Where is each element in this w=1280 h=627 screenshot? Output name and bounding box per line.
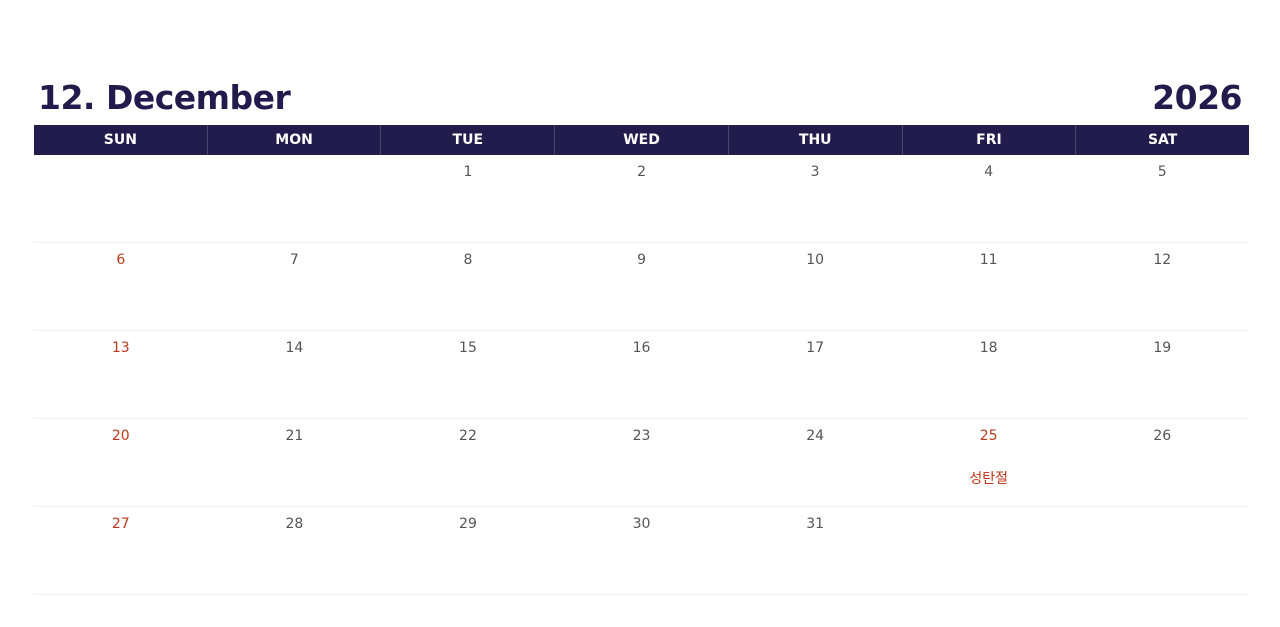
- day-number: 23: [632, 428, 651, 444]
- day-number: 15: [459, 340, 477, 356]
- day-number: 25: [979, 428, 998, 444]
- day-number: 10: [806, 252, 825, 268]
- weekday-header: SUN MON TUE WED THU FRI SAT: [34, 125, 1249, 155]
- day-number: 6: [116, 252, 126, 268]
- day-number: 9: [637, 252, 646, 268]
- weekday-wed: WED: [554, 125, 728, 155]
- day-cell: [1075, 507, 1249, 594]
- day-number: 16: [632, 340, 651, 356]
- day-number: 4: [984, 164, 994, 180]
- day-cell[interactable]: 22: [381, 419, 555, 506]
- day-cell[interactable]: 21: [208, 419, 382, 506]
- day-cell: [208, 155, 382, 242]
- day-cell[interactable]: 11: [902, 243, 1076, 330]
- day-cell[interactable]: 24: [728, 419, 902, 506]
- day-cell[interactable]: 17: [728, 331, 902, 418]
- day-number: 5: [1157, 164, 1167, 180]
- day-cell[interactable]: 25 성탄절: [902, 419, 1076, 506]
- day-number: 1: [463, 164, 473, 180]
- weekday-mon: MON: [206, 125, 381, 155]
- weekday-fri: FRI: [901, 125, 1076, 155]
- weekday-sun: SUN: [103, 132, 137, 148]
- weekday-thu: THU: [727, 125, 902, 155]
- day-cell[interactable]: 4: [902, 155, 1076, 242]
- day-cell[interactable]: 19: [1075, 331, 1249, 418]
- weekday-sat: SAT: [1075, 125, 1249, 155]
- day-cell[interactable]: 6: [34, 243, 208, 330]
- weekday-tue: TUE: [380, 125, 554, 155]
- day-cell[interactable]: 30: [555, 507, 729, 594]
- day-number: 17: [806, 340, 825, 356]
- day-number: 8: [463, 252, 473, 268]
- day-number: 14: [285, 340, 304, 356]
- day-cell[interactable]: 15: [381, 331, 555, 418]
- day-cell[interactable]: 13: [34, 331, 208, 418]
- day-number: 18: [979, 340, 998, 356]
- day-cell[interactable]: 20: [34, 419, 208, 506]
- day-cell[interactable]: 26: [1075, 419, 1249, 506]
- calendar-week: 1 2 3 4 5: [34, 155, 1249, 243]
- holiday-label: 성탄절: [969, 471, 1008, 487]
- day-cell[interactable]: 14: [208, 331, 382, 418]
- day-cell[interactable]: 28: [208, 507, 382, 594]
- day-cell[interactable]: 31: [728, 507, 902, 594]
- day-number: 26: [1153, 428, 1172, 444]
- day-number: 30: [632, 516, 651, 532]
- day-number: 20: [111, 428, 130, 444]
- day-cell[interactable]: 2: [555, 155, 729, 242]
- day-cell[interactable]: 9: [555, 243, 729, 330]
- day-cell[interactable]: 10: [728, 243, 902, 330]
- year-title: 2026: [1152, 78, 1242, 117]
- day-cell[interactable]: 8: [381, 243, 555, 330]
- calendar-week: 13 14 15 16 17 18 19: [34, 331, 1249, 419]
- day-cell[interactable]: 18: [902, 331, 1076, 418]
- day-cell[interactable]: 7: [208, 243, 382, 330]
- day-number: 7: [289, 252, 299, 268]
- day-number: 27: [111, 516, 130, 532]
- calendar-week: 27 28 29 30 31: [34, 507, 1249, 595]
- month-title: 12. December: [38, 78, 291, 117]
- day-number: 24: [806, 428, 825, 444]
- day-number: 29: [459, 516, 477, 532]
- day-number: 22: [459, 428, 477, 444]
- day-cell[interactable]: 16: [555, 331, 729, 418]
- day-cell: [902, 507, 1076, 594]
- day-cell[interactable]: 27: [34, 507, 208, 594]
- day-cell[interactable]: 1: [381, 155, 555, 242]
- day-cell[interactable]: 5: [1075, 155, 1249, 242]
- day-cell[interactable]: 3: [728, 155, 902, 242]
- day-number: 21: [285, 428, 304, 444]
- day-cell[interactable]: 29: [381, 507, 555, 594]
- day-cell[interactable]: 12: [1075, 243, 1249, 330]
- day-cell: [34, 155, 208, 242]
- day-number: 13: [111, 340, 130, 356]
- day-number: 31: [806, 516, 825, 532]
- calendar-grid: 1 2 3 4 5 6 7 8 9 10 11 12 13 14 15 16 17 18 19 20 21 22 23 24 2…: [34, 155, 1249, 595]
- day-number: 19: [1153, 340, 1172, 356]
- day-number: 28: [285, 516, 304, 532]
- day-number: 3: [810, 164, 820, 180]
- day-number: 12: [1153, 252, 1172, 268]
- day-number: 2: [637, 164, 646, 180]
- calendar-week: 20 21 22 23 24 25 성탄절 26: [34, 419, 1249, 507]
- calendar-week: 6 7 8 9 10 11 12: [34, 243, 1249, 331]
- day-cell[interactable]: 23: [555, 419, 729, 506]
- day-number: 11: [979, 252, 998, 268]
